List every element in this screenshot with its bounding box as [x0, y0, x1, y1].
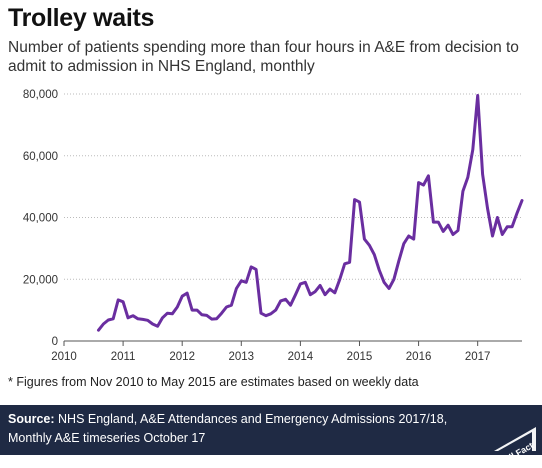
- source-footer: Source: NHS England, A&E Attendances and…: [0, 405, 542, 468]
- y-tick-label: 0: [52, 336, 58, 348]
- full-fact-logo: Full Fact: [492, 423, 538, 468]
- logo-mark-icon: [494, 427, 536, 451]
- x-tick-label: 2016: [406, 351, 432, 363]
- series-line: [97, 94, 524, 332]
- series-layer: [97, 94, 524, 332]
- x-tick-label: 2011: [111, 351, 136, 363]
- x-tick-label: 2015: [347, 351, 373, 363]
- y-tick-label: 20,000: [23, 274, 58, 286]
- footnote: * Figures from Nov 2010 to May 2015 are …: [8, 375, 419, 389]
- source-text-block: Source: NHS England, A&E Attendances and…: [8, 410, 478, 448]
- chart-subtitle: Number of patients spending more than fo…: [8, 39, 519, 75]
- y-tick-label: 60,000: [23, 151, 58, 163]
- y-axis: 0 20,000 40,000 60,000 80,000: [23, 89, 58, 348]
- x-tick-label: 2013: [228, 351, 254, 363]
- y-tick-label: 40,000: [23, 213, 58, 225]
- x-tick-label: 2010: [51, 351, 77, 363]
- x-tick-label: 2012: [169, 351, 195, 363]
- gridlines: [64, 93, 522, 342]
- chart-title: Trolley waits: [8, 4, 155, 32]
- source-label: Source:: [8, 412, 55, 426]
- x-axis: 2010 2011 2012 2013 2014 2015 2016 2017: [51, 341, 490, 363]
- y-tick-label: 80,000: [23, 89, 58, 101]
- x-tick-label: 2017: [465, 351, 491, 363]
- source-text: NHS England, A&E Attendances and Emergen…: [8, 412, 448, 445]
- x-tick-label: 2014: [288, 351, 314, 363]
